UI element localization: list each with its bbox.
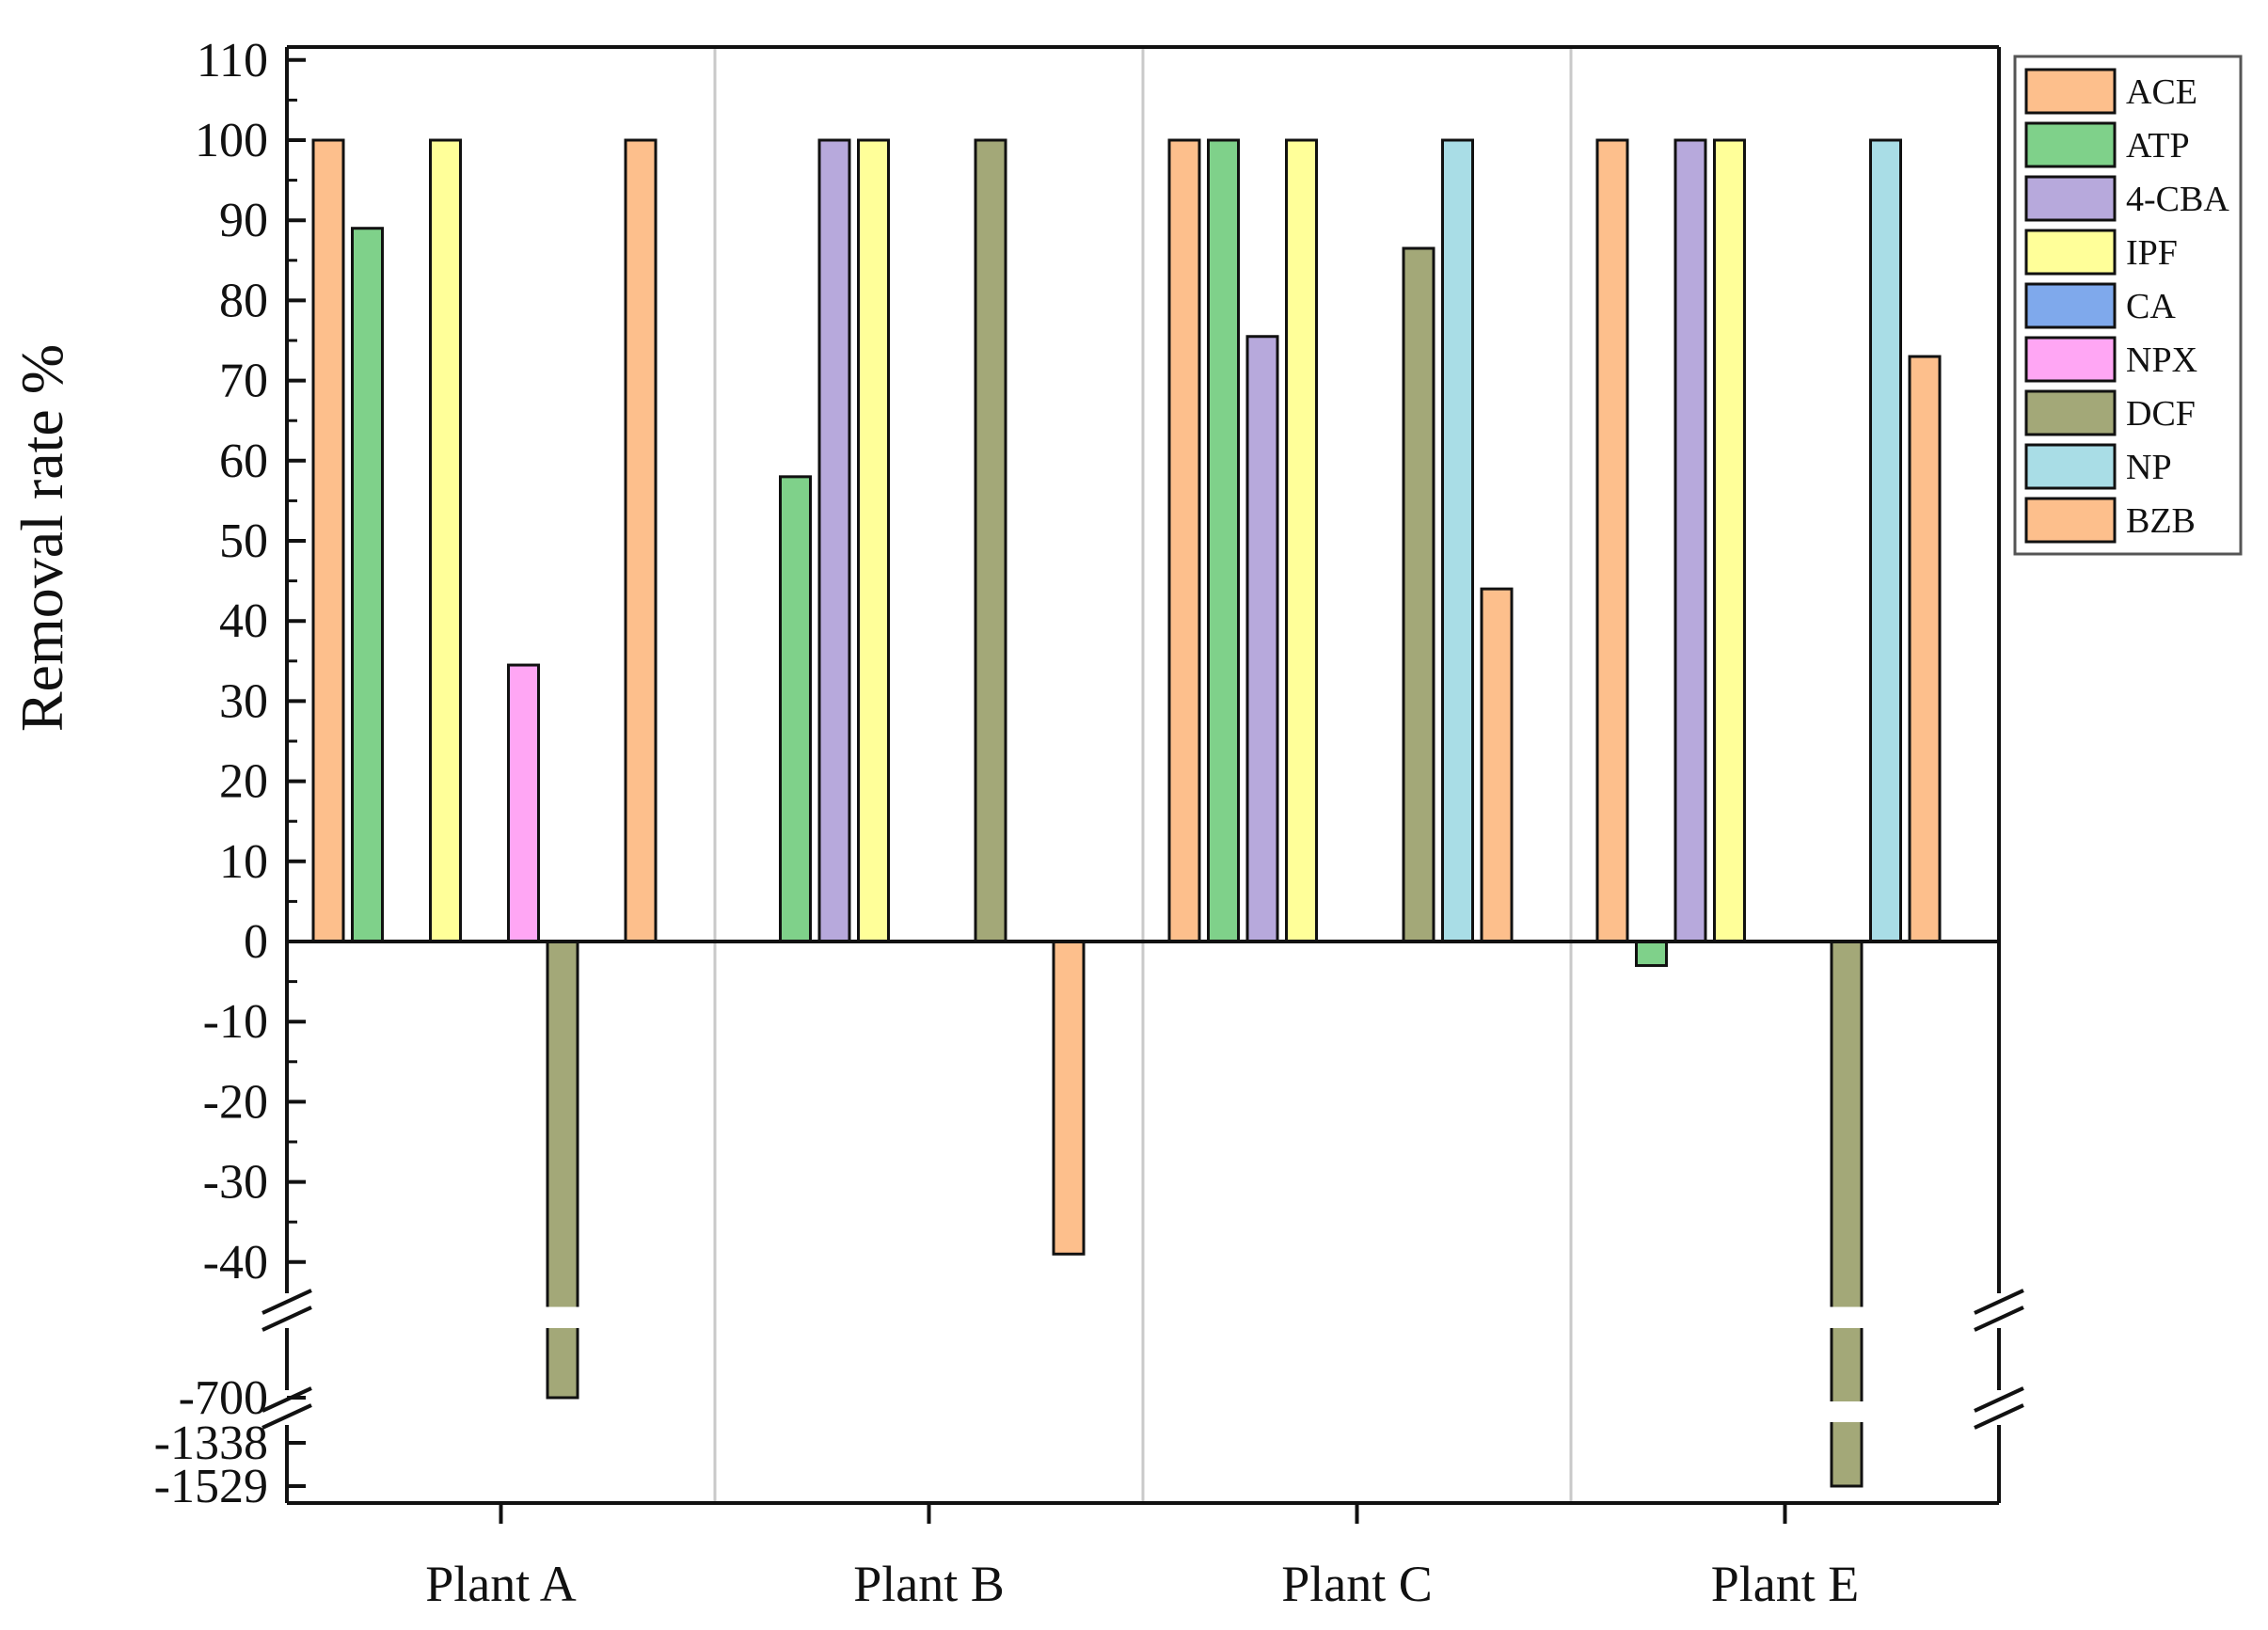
bar-atp-plant-b: [779, 475, 812, 943]
legend-label-ca: CA: [2126, 287, 2176, 326]
bar-npx-plant-a: [507, 663, 540, 943]
legend-label-atp: ATP: [2126, 126, 2190, 166]
bar-atp-plant-a: [351, 227, 384, 943]
bar-break-gap: [1828, 1401, 1865, 1422]
axis-break-mark: [1974, 1403, 2024, 1430]
bars: [311, 138, 1942, 1488]
axis-break-mark: [1974, 1289, 2024, 1315]
legend-swatch-bzb: [2024, 497, 2117, 544]
y-tick-label: 10: [219, 835, 268, 889]
y-break-tick-label: -700: [179, 1371, 268, 1425]
plant-dividers: [713, 47, 1573, 1503]
y-tick-label: 70: [219, 355, 268, 408]
bar-ace-plant-a: [311, 138, 345, 943]
axis-break-mark: [1974, 1306, 2024, 1332]
bar-ipf-plant-e: [1713, 138, 1746, 943]
bar-break-gap: [1828, 1307, 1865, 1328]
plot-frame: [262, 45, 2024, 1505]
legend-label-npx: NPX: [2126, 340, 2197, 380]
bar-ace-plant-c: [1167, 138, 1201, 943]
bar-4-cba-plant-e: [1673, 138, 1707, 943]
bar-atp-plant-c: [1207, 138, 1240, 943]
x-category-label: Plant B: [853, 1556, 1005, 1612]
bar-ipf-plant-c: [1285, 138, 1318, 943]
y-tick-label: 50: [219, 514, 268, 568]
axis-break-mark: [262, 1403, 312, 1430]
y-break-tick-label: -1529: [154, 1460, 268, 1513]
y-tick-label: 80: [219, 274, 268, 327]
y-tick-label: 60: [219, 435, 268, 488]
bar-break-gap: [544, 1307, 581, 1328]
y-tick-label: 100: [195, 114, 268, 167]
y-tick-label: 20: [219, 755, 268, 809]
bar-bzb-plant-b: [1052, 940, 1086, 1256]
bar-ipf-plant-a: [429, 138, 462, 943]
x-axis: Plant A Plant B Plant C Plant E: [425, 1503, 1859, 1612]
axis-break-mark: [262, 1306, 312, 1332]
legend-swatch-ca: [2024, 282, 2117, 329]
axis-break-mark: [1974, 1386, 2024, 1413]
legend-label-dcf: DCF: [2126, 394, 2196, 434]
legend-swatch-atp: [2024, 121, 2117, 168]
bar-4-cba-plant-c: [1245, 335, 1279, 943]
y-tick-label: -20: [203, 1075, 268, 1129]
bar-ace-plant-e: [1595, 138, 1629, 943]
legend: ACE ATP 4-CBA IPF CA NPX DCF NP BZB: [2013, 55, 2243, 556]
bar-bzb-plant-e: [1908, 355, 1942, 943]
bar-4-cba-plant-b: [817, 138, 851, 943]
y-tick-label: 90: [219, 194, 268, 247]
legend-swatch-4-cba: [2024, 175, 2117, 222]
y-tick-label: 110: [197, 34, 268, 87]
bar-ipf-plant-b: [857, 138, 890, 943]
y-tick-label: 40: [219, 594, 268, 648]
legend-swatch-ipf: [2024, 229, 2117, 276]
y-tick-label: 0: [244, 915, 268, 969]
axis-break-mark: [262, 1289, 312, 1315]
bar-atp-plant-e: [1635, 940, 1668, 968]
x-category-label: Plant E: [1711, 1556, 1860, 1612]
legend-label-ace: ACE: [2126, 72, 2197, 112]
bar-bzb-plant-c: [1480, 587, 1514, 943]
x-category-label: Plant A: [425, 1556, 577, 1612]
bar-dcf-plant-c: [1402, 246, 1435, 943]
bar-dcf-plant-a: [546, 940, 579, 1400]
y-axis: 1101009080706050403020100-10-20-30-40-70…: [154, 34, 306, 1513]
legend-swatch-np: [2024, 443, 2117, 490]
legend-swatch-dcf: [2024, 389, 2117, 436]
legend-label-4-cba: 4-CBA: [2126, 180, 2229, 219]
bar-np-plant-c: [1441, 138, 1474, 943]
legend-label-bzb: BZB: [2126, 501, 2196, 541]
legend-swatch-ace: [2024, 68, 2117, 115]
y-break-tick-label: -1338: [154, 1416, 268, 1470]
bar-np-plant-e: [1869, 138, 1902, 943]
bar-dcf-plant-b: [974, 138, 1007, 943]
bar-bzb-plant-a: [624, 138, 658, 943]
y-tick-label: -10: [203, 995, 268, 1049]
legend-label-ipf: IPF: [2126, 233, 2178, 273]
legend-swatch-npx: [2024, 336, 2117, 383]
y-tick-label: 30: [219, 674, 268, 728]
bar-dcf-plant-e: [1830, 940, 1864, 1488]
legend-label-np: NP: [2126, 448, 2172, 487]
y-axis-title: Removal rate %: [8, 344, 75, 732]
x-category-label: Plant C: [1281, 1556, 1433, 1612]
y-tick-label: -40: [203, 1236, 268, 1290]
y-tick-label: -30: [203, 1156, 268, 1210]
